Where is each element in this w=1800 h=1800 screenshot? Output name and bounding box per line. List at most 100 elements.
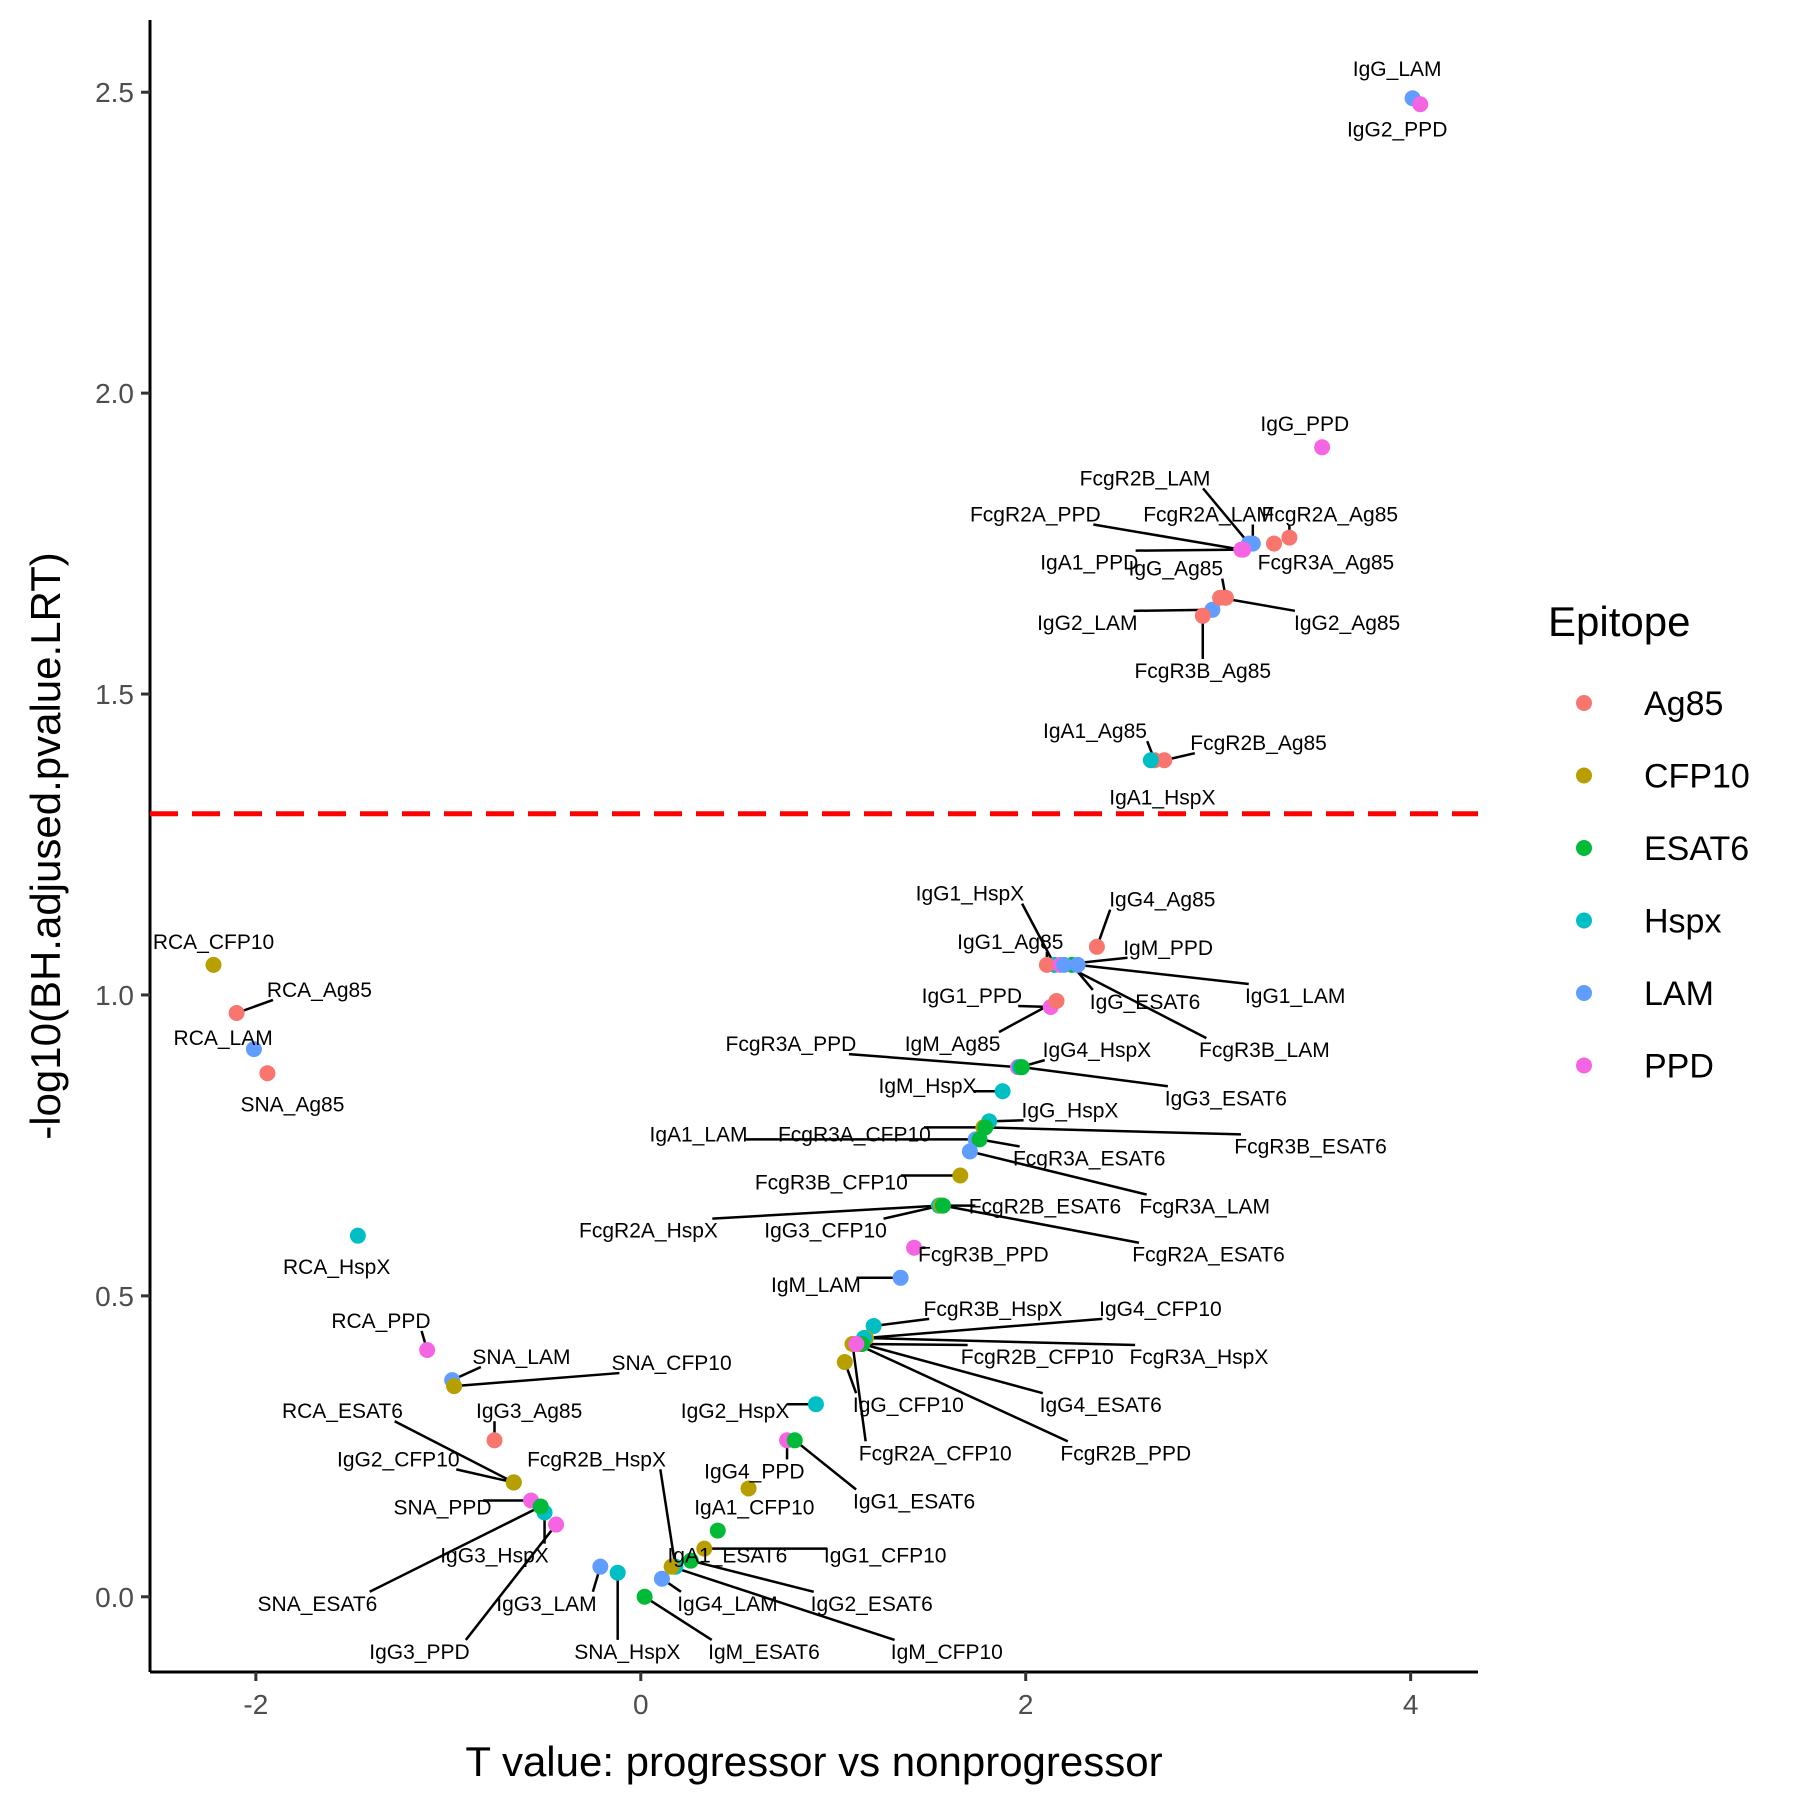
point-label: IgG2_CFP10 <box>337 1448 460 1471</box>
point-label: IgM_CFP10 <box>891 1641 1003 1664</box>
data-point <box>1235 541 1252 558</box>
data-points <box>205 90 1429 1605</box>
x-tick-label: 0 <box>633 1689 649 1720</box>
y-tick-label: 0.0 <box>95 1582 134 1613</box>
data-point <box>994 1083 1011 1100</box>
label-connector <box>864 1336 1136 1347</box>
label-connector <box>851 1343 867 1442</box>
point-label: FcgR3B_Ag85 <box>1134 660 1271 683</box>
data-point <box>609 1564 626 1581</box>
label-connector <box>671 1565 895 1642</box>
point-label: FcgR3A_CFP10 <box>778 1123 931 1146</box>
data-point <box>848 1336 865 1353</box>
label-connector <box>1021 1065 1169 1088</box>
point-label: FcgR2A_HspX <box>579 1220 718 1243</box>
label-connector <box>969 1150 1147 1196</box>
point-label: SNA_CFP10 <box>611 1352 731 1375</box>
point-label: FcgR3A_HspX <box>1129 1346 1268 1369</box>
data-point <box>906 1239 923 1256</box>
point-label: FcgR3B_ESAT6 <box>1234 1135 1387 1158</box>
label-connector <box>1093 523 1242 551</box>
data-point <box>1314 439 1331 456</box>
label-connector <box>1077 963 1249 986</box>
y-tick-label: 2.5 <box>95 77 134 108</box>
label-connector <box>453 1371 620 1388</box>
data-point <box>961 1143 978 1160</box>
label-connector <box>942 1204 1140 1244</box>
point-label: IgG_PPD <box>1260 413 1349 436</box>
point-label: IgM_HspX <box>879 1075 977 1098</box>
point-label: IgG3_PPD <box>369 1641 469 1664</box>
data-point <box>1013 1059 1030 1076</box>
label-connector <box>659 1469 677 1567</box>
x-tick-label: -2 <box>243 1689 268 1720</box>
y-tick-label: 2.0 <box>95 378 134 409</box>
y-tick-label: 1.5 <box>95 679 134 710</box>
data-point <box>1142 752 1159 769</box>
data-point <box>934 1197 951 1214</box>
data-point <box>1056 956 1073 973</box>
data-point <box>977 1119 994 1136</box>
point-label: FcgR2B_PPD <box>1060 1442 1191 1465</box>
data-point <box>836 1354 853 1371</box>
point-label: IgG1_HspX <box>916 883 1025 906</box>
point-label: IgG2_HspX <box>681 1400 790 1423</box>
data-point <box>486 1432 503 1449</box>
point-label: IgM_PPD <box>1123 937 1213 960</box>
point-label: FcgR3B_PPD <box>918 1244 1049 1267</box>
data-point <box>696 1540 713 1557</box>
data-point <box>245 1041 262 1058</box>
data-point <box>636 1588 653 1605</box>
y-tick-label: 1.0 <box>95 980 134 1011</box>
label-connector <box>464 1523 558 1641</box>
point-label: FcgR3B_LAM <box>1199 1039 1330 1062</box>
point-label: IgG2_LAM <box>1037 612 1137 635</box>
point-label: IgG3_CFP10 <box>764 1220 887 1243</box>
legend-key <box>1576 840 1592 856</box>
point-label: IgG_LAM <box>1353 58 1442 81</box>
label-connector <box>369 1505 542 1593</box>
point-label: RCA_Ag85 <box>267 979 372 1002</box>
point-label: SNA_PPD <box>394 1496 492 1519</box>
label-connector <box>1135 548 1244 552</box>
label-connector <box>860 1342 968 1347</box>
data-point <box>1265 535 1282 552</box>
point-label: RCA_CFP10 <box>153 931 274 954</box>
point-label: IgA1_HspX <box>1109 786 1215 809</box>
label-connector <box>712 1204 940 1220</box>
point-label: FcgR2B_Ag85 <box>1190 732 1327 755</box>
data-point <box>419 1342 436 1359</box>
legend-label: CFP10 <box>1644 758 1750 796</box>
data-point <box>807 1396 824 1413</box>
point-label: FcgR2B_LAM <box>1080 467 1211 490</box>
data-point <box>1038 956 1055 973</box>
point-label: IgM_Ag85 <box>905 1033 1001 1056</box>
point-label: IgA1_PPD <box>1040 552 1138 575</box>
point-label: IgG1_LAM <box>1245 985 1345 1008</box>
point-label: IgG4_Ag85 <box>1109 889 1215 912</box>
label-connector-lines <box>236 487 1296 1642</box>
data-point <box>1412 96 1429 113</box>
legend-label: PPD <box>1644 1048 1714 1086</box>
legend-key <box>1576 912 1592 929</box>
point-label: IgG1_ESAT6 <box>853 1490 975 1513</box>
x-axis-ticks: -2 0 2 4 <box>243 1672 1418 1720</box>
point-label: SNA_Ag85 <box>240 1093 344 1116</box>
point-label: SNA_HspX <box>574 1641 680 1664</box>
point-label: FcgR2A_Ag85 <box>1262 503 1399 526</box>
data-point <box>259 1065 276 1082</box>
legend-items: Ag85 CFP10 ESAT6 Hspx LAM PPD <box>1576 685 1750 1086</box>
point-label: IgG4_PPD <box>704 1460 804 1483</box>
data-point <box>892 1269 909 1286</box>
point-label: FcgR3B_CFP10 <box>755 1172 908 1195</box>
legend-title: Epitope <box>1548 598 1690 645</box>
point-label: IgG4_HspX <box>1043 1039 1152 1062</box>
point-label: IgG3_LAM <box>496 1593 596 1616</box>
legend-label: Ag85 <box>1644 685 1723 723</box>
point-label: IgG3_HspX <box>440 1545 549 1568</box>
legend: Epitope Ag85 CFP10 ESAT6 Hspx LAM PPD <box>1548 598 1750 1086</box>
data-point <box>653 1570 670 1587</box>
plot-axes: 0.0 0.5 1.0 1.5 2.0 2.5 -2 0 2 4 <box>95 20 1478 1720</box>
point-label: FcgR2A_LAM <box>1143 503 1274 526</box>
point-label: FcgR3A_Ag85 <box>1258 552 1395 575</box>
